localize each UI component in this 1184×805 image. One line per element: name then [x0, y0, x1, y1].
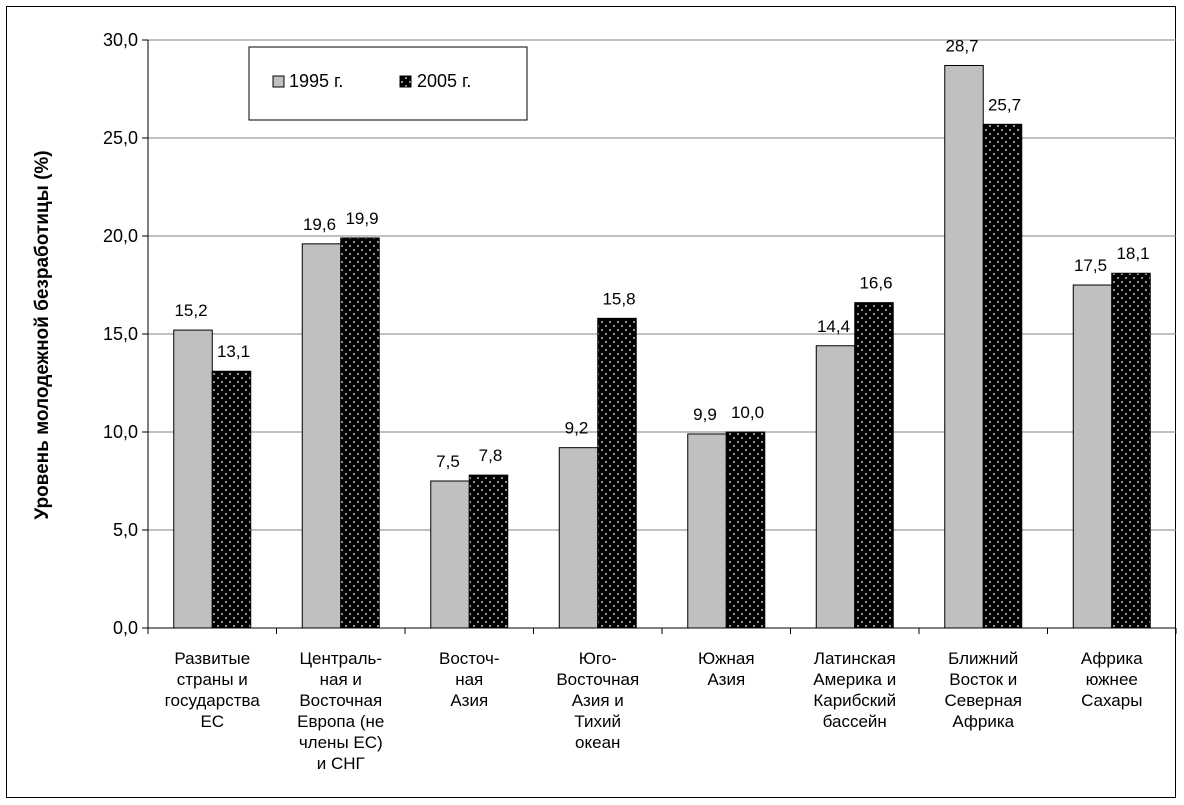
bar-1995 [558, 447, 599, 629]
bar-1995 [687, 433, 727, 629]
legend-box [248, 46, 528, 121]
x-category-label: Латинская Америка и Карибский бассейн [813, 649, 896, 731]
data-label-1995: 9,9 [693, 405, 717, 424]
y-tick-label: 20,0 [103, 226, 138, 246]
x-category-label: Африка южнее Сахары [1081, 649, 1143, 710]
x-category-label: Ближний Восток и Северная Африка [944, 649, 1022, 731]
y-tick-label: 0,0 [113, 618, 138, 638]
bar-2005 [468, 474, 509, 629]
bar-1995 [173, 329, 213, 629]
data-label-1995: 15,2 [174, 301, 207, 320]
y-tick-label: 5,0 [113, 520, 138, 540]
legend-swatch-1995 [272, 75, 285, 88]
bar-2005 [854, 302, 894, 629]
legend: 1995 г. 2005 г. [248, 46, 528, 121]
data-label-1995: 28,7 [945, 36, 978, 55]
data-labels: 15,2 13,1 19,6 19,9 7,5 7,8 9,2 15,8 9,9 10,0 14,4… [174, 36, 1149, 471]
data-label-2005: 15,8 [602, 289, 635, 308]
bar-2005 [725, 431, 766, 629]
legend-label-1995: 1995 г. [289, 71, 343, 91]
x-category-label: Развитые страны и государства ЕС [165, 649, 261, 731]
bars [173, 64, 1151, 629]
data-label-2005: 10,0 [731, 403, 764, 422]
data-label-1995: 9,2 [565, 419, 589, 438]
bar-2005 [597, 317, 637, 629]
bar-2005 [211, 370, 252, 629]
bar-1995 [430, 480, 470, 629]
category-labels: Развитые страны и государства ЕС Централь-на… [165, 649, 1143, 773]
bar-1995 [1072, 284, 1113, 629]
y-axis-title: Уровень молодежной безработицы (%) [32, 150, 53, 519]
y-tick-label: 30,0 [103, 30, 138, 50]
y-tick-label: 10,0 [103, 422, 138, 442]
data-label-1995: 7,5 [436, 452, 460, 471]
legend-label-2005: 2005 г. [417, 71, 471, 91]
legend-swatch-2005 [399, 75, 412, 88]
bar-2005 [982, 123, 1023, 629]
data-label-2005: 13,1 [217, 342, 250, 361]
axes: 0,0 5,0 10,0 15,0 20,0 25,0 30,0 [103, 30, 1177, 638]
data-label-2005: 7,8 [479, 446, 503, 465]
data-label-1995: 14,4 [817, 317, 850, 336]
bar-1995 [815, 345, 856, 629]
bar-2005 [1111, 272, 1151, 629]
data-label-1995: 19,6 [303, 215, 336, 234]
y-tick-label: 25,0 [103, 128, 138, 148]
bar-2005 [340, 237, 380, 629]
data-label-2005: 19,9 [345, 209, 378, 228]
data-label-2005: 18,1 [1116, 244, 1149, 263]
x-category-label: Восточ-ная Азия [439, 649, 500, 710]
y-tick-label: 15,0 [103, 324, 138, 344]
x-category-label: Централь-ная и Восточная Европа (не члены Е… [297, 649, 384, 773]
data-label-2005: 16,6 [859, 274, 892, 293]
bar-1995 [301, 243, 342, 629]
data-label-2005: 25,7 [988, 95, 1021, 114]
bar-1995 [944, 64, 984, 629]
x-category-label: Южная Азия [698, 649, 755, 689]
x-category-label: Юго-Восточная Азия и Тихий океан [556, 649, 639, 752]
data-label-1995: 17,5 [1074, 256, 1107, 275]
